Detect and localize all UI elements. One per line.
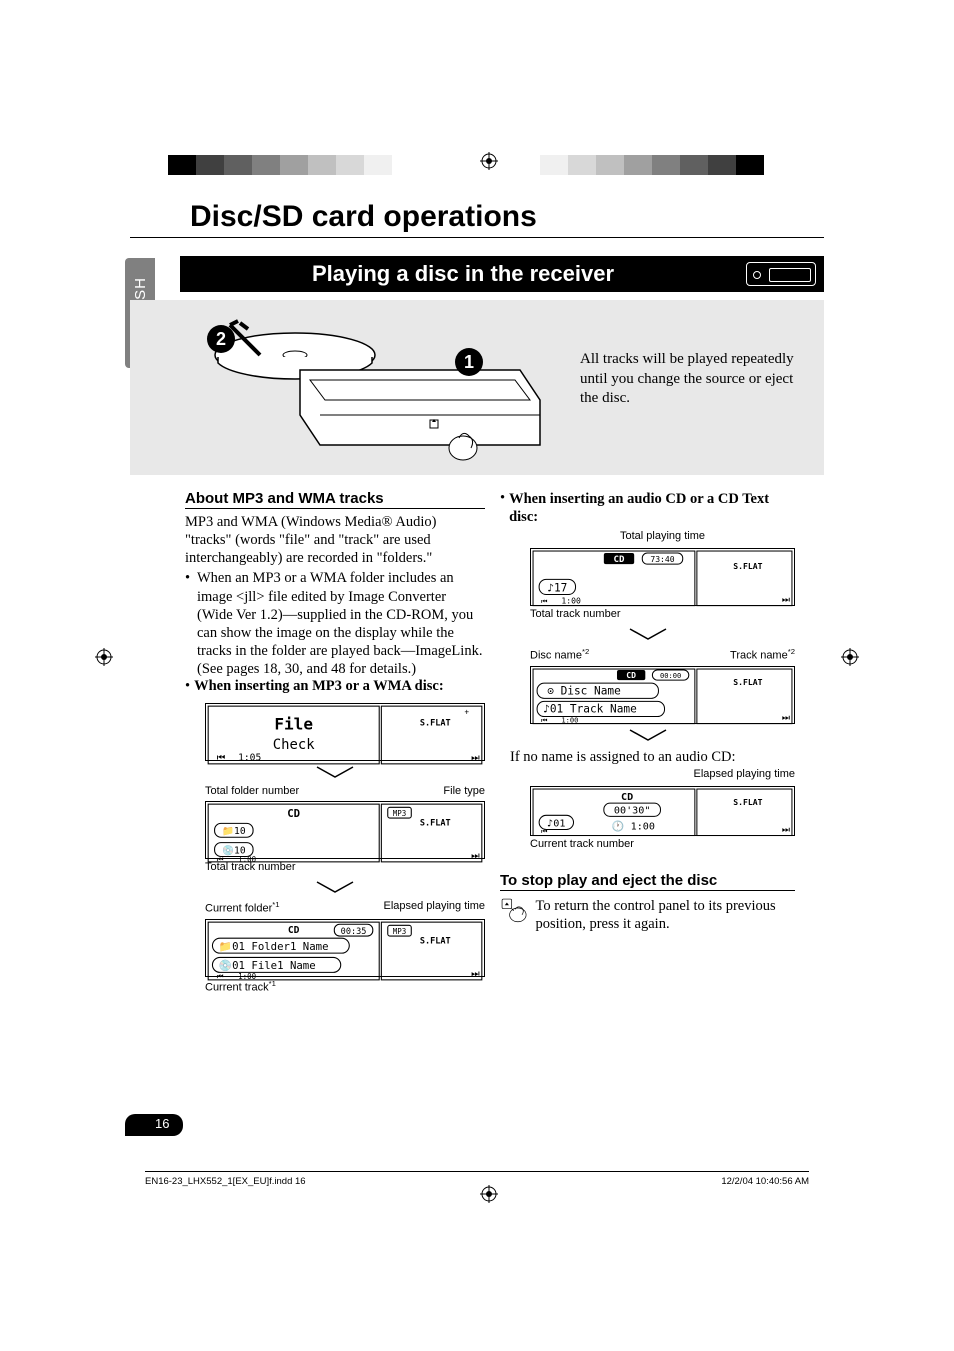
- label-total-folder: Total folder number: [205, 785, 299, 797]
- svg-text:1:00: 1:00: [561, 716, 578, 725]
- about-heading: About MP3 and WMA tracks: [185, 490, 485, 509]
- svg-text:🕐 1:00: 🕐 1:00: [612, 820, 655, 833]
- stop-text: To return the control panel to its previ…: [535, 897, 795, 933]
- svg-text:+: +: [464, 708, 469, 717]
- display-mp3-folders: CD MP3 📁10 💿10 1:00 S.FLAT ⏮ ⏭: [205, 801, 485, 859]
- svg-text:⏭: ⏭: [782, 714, 790, 724]
- label-total-playing-time: Total playing time: [530, 530, 795, 542]
- svg-text:1:00: 1:00: [238, 972, 256, 981]
- down-arrow-icon: [185, 764, 485, 782]
- label-disc-name: Disc name*2: [530, 647, 589, 662]
- display-cd-noname: CD 00'30" ♪01 🕐 1:00 S.FLAT ⏮ ⏭: [530, 786, 795, 836]
- no-name-note: If no name is assigned to an audio CD:: [510, 748, 795, 766]
- svg-text:S.FLAT: S.FLAT: [733, 561, 762, 571]
- step-badge-1: 1: [455, 348, 483, 376]
- about-paragraph: MP3 and WMA (Windows Media® Audio) "trac…: [185, 513, 485, 567]
- label-track-name: Track name*2: [730, 647, 795, 662]
- svg-text:CD: CD: [626, 670, 636, 680]
- svg-text:⏭: ⏭: [782, 826, 790, 836]
- display-cd-text: CD 00:00 ⊙ Disc Name ♪01 Track Name 1:00…: [530, 666, 795, 724]
- svg-text:00:00: 00:00: [660, 671, 681, 680]
- receiver-slot-icon: [746, 262, 816, 286]
- svg-text:⊙ Disc Name: ⊙ Disc Name: [547, 684, 621, 697]
- printer-marks-top: [0, 150, 954, 180]
- label-current-folder: Current folder*1: [205, 900, 280, 915]
- page-number-badge: 16: [125, 1114, 183, 1136]
- svg-text:📁01 Folder1 Name: 📁01 Folder1 Name: [219, 940, 329, 953]
- label-total-track-cd: Total track number: [530, 608, 795, 620]
- label-file-type: File type: [443, 785, 485, 797]
- mp3-insert-heading: When inserting an MP3 or a WMA disc:: [194, 678, 444, 695]
- section-header: Playing a disc in the receiver: [180, 256, 824, 292]
- display-mp3-initial: + File Check 1:05 S.FLAT ⏮ ⏭: [205, 703, 485, 761]
- label-elapsed: Elapsed playing time: [383, 900, 485, 915]
- down-arrow-icon: [500, 626, 795, 644]
- svg-text:📁10: 📁10: [222, 826, 246, 837]
- svg-text:1:05: 1:05: [238, 753, 261, 764]
- svg-text:CD: CD: [614, 555, 625, 565]
- svg-text:♪17: ♪17: [547, 582, 567, 595]
- registration-mark-icon: [480, 152, 498, 170]
- svg-text:1:00: 1:00: [238, 855, 256, 864]
- right-column: • When inserting an audio CD or a CD Tex…: [500, 490, 795, 937]
- display-mp3-playing: CD 00:35 MP3 📁01 Folder1 Name 💿01 File1 …: [205, 919, 485, 977]
- svg-text:⏭: ⏭: [782, 596, 790, 606]
- registration-mark-icon: [480, 1185, 498, 1203]
- stop-heading: To stop play and eject the disc: [500, 872, 795, 891]
- svg-text:Check: Check: [273, 737, 315, 753]
- registration-mark-icon: [95, 648, 113, 666]
- svg-text:S.FLAT: S.FLAT: [420, 936, 451, 946]
- svg-text:⏮: ⏮: [541, 597, 547, 606]
- svg-text:1:00: 1:00: [561, 596, 581, 606]
- svg-text:⏭: ⏭: [471, 753, 480, 764]
- color-bar-right: [540, 155, 764, 175]
- manual-page: Disc/SD card operations ENGLISH Playing …: [0, 0, 954, 1351]
- label-current-track-cd: Current track number: [530, 838, 795, 850]
- illustration-panel: 1 2 All tracks will be played repeatedly…: [130, 300, 824, 475]
- svg-text:⏮: ⏮: [541, 716, 547, 725]
- svg-text:File: File: [274, 715, 313, 734]
- page-number: 16: [125, 1114, 183, 1136]
- svg-text:⏮: ⏮: [217, 753, 226, 764]
- svg-text:CD: CD: [287, 807, 300, 820]
- down-arrow-icon: [500, 727, 795, 745]
- display-cd-initial: CD 73:40 ♪17 1:00 S.FLAT ⏮ ⏭: [530, 548, 795, 606]
- svg-text:73:40: 73:40: [650, 554, 674, 564]
- cd-insert-heading: When inserting an audio CD or a CD Text …: [509, 490, 795, 526]
- svg-text:⏮: ⏮: [541, 827, 547, 836]
- svg-text:♪01: ♪01: [547, 818, 565, 829]
- registration-mark-icon: [841, 648, 859, 666]
- label-elapsed-cd: Elapsed playing time: [530, 768, 795, 780]
- svg-text:⏭: ⏭: [471, 851, 480, 862]
- svg-text:CD: CD: [621, 792, 633, 803]
- svg-text:⏮: ⏮: [217, 972, 224, 981]
- svg-text:MP3: MP3: [393, 927, 407, 936]
- about-bullet: When an MP3 or a WMA folder includes an …: [197, 569, 485, 678]
- svg-text:♪01 Track Name: ♪01 Track Name: [543, 702, 637, 715]
- svg-text:S.FLAT: S.FLAT: [420, 719, 451, 729]
- footer-file: EN16-23_LHX552_1[EX_EU]f.indd 16: [145, 1176, 306, 1183]
- down-arrow-icon: [185, 879, 485, 897]
- svg-text:S.FLAT: S.FLAT: [733, 797, 762, 807]
- svg-text:⏭: ⏭: [471, 968, 480, 979]
- step-badge-2: 2: [207, 325, 235, 353]
- svg-text:00:35: 00:35: [341, 927, 367, 937]
- footer: EN16-23_LHX552_1[EX_EU]f.indd 16 12/2/04…: [145, 1171, 809, 1183]
- section-header-text: Playing a disc in the receiver: [180, 261, 746, 287]
- disc-insert-illustration: [200, 315, 550, 465]
- footer-timestamp: 12/2/04 10:40:56 AM: [721, 1176, 809, 1183]
- svg-text:MP3: MP3: [393, 809, 407, 818]
- color-bar-left: [168, 155, 392, 175]
- page-title: Disc/SD card operations: [130, 200, 824, 238]
- svg-text:00'30": 00'30": [614, 805, 651, 816]
- svg-text:S.FLAT: S.FLAT: [733, 677, 762, 687]
- svg-text:S.FLAT: S.FLAT: [420, 819, 451, 829]
- left-column: About MP3 and WMA tracks MP3 and WMA (Wi…: [185, 490, 485, 999]
- svg-text:💿01 File1 Name: 💿01 File1 Name: [219, 959, 316, 972]
- illustration-note: All tracks will be played repeatedly unt…: [580, 350, 795, 409]
- svg-text:CD: CD: [288, 925, 300, 936]
- eject-button-icon: [500, 897, 527, 937]
- svg-text:⏮: ⏮: [217, 855, 224, 864]
